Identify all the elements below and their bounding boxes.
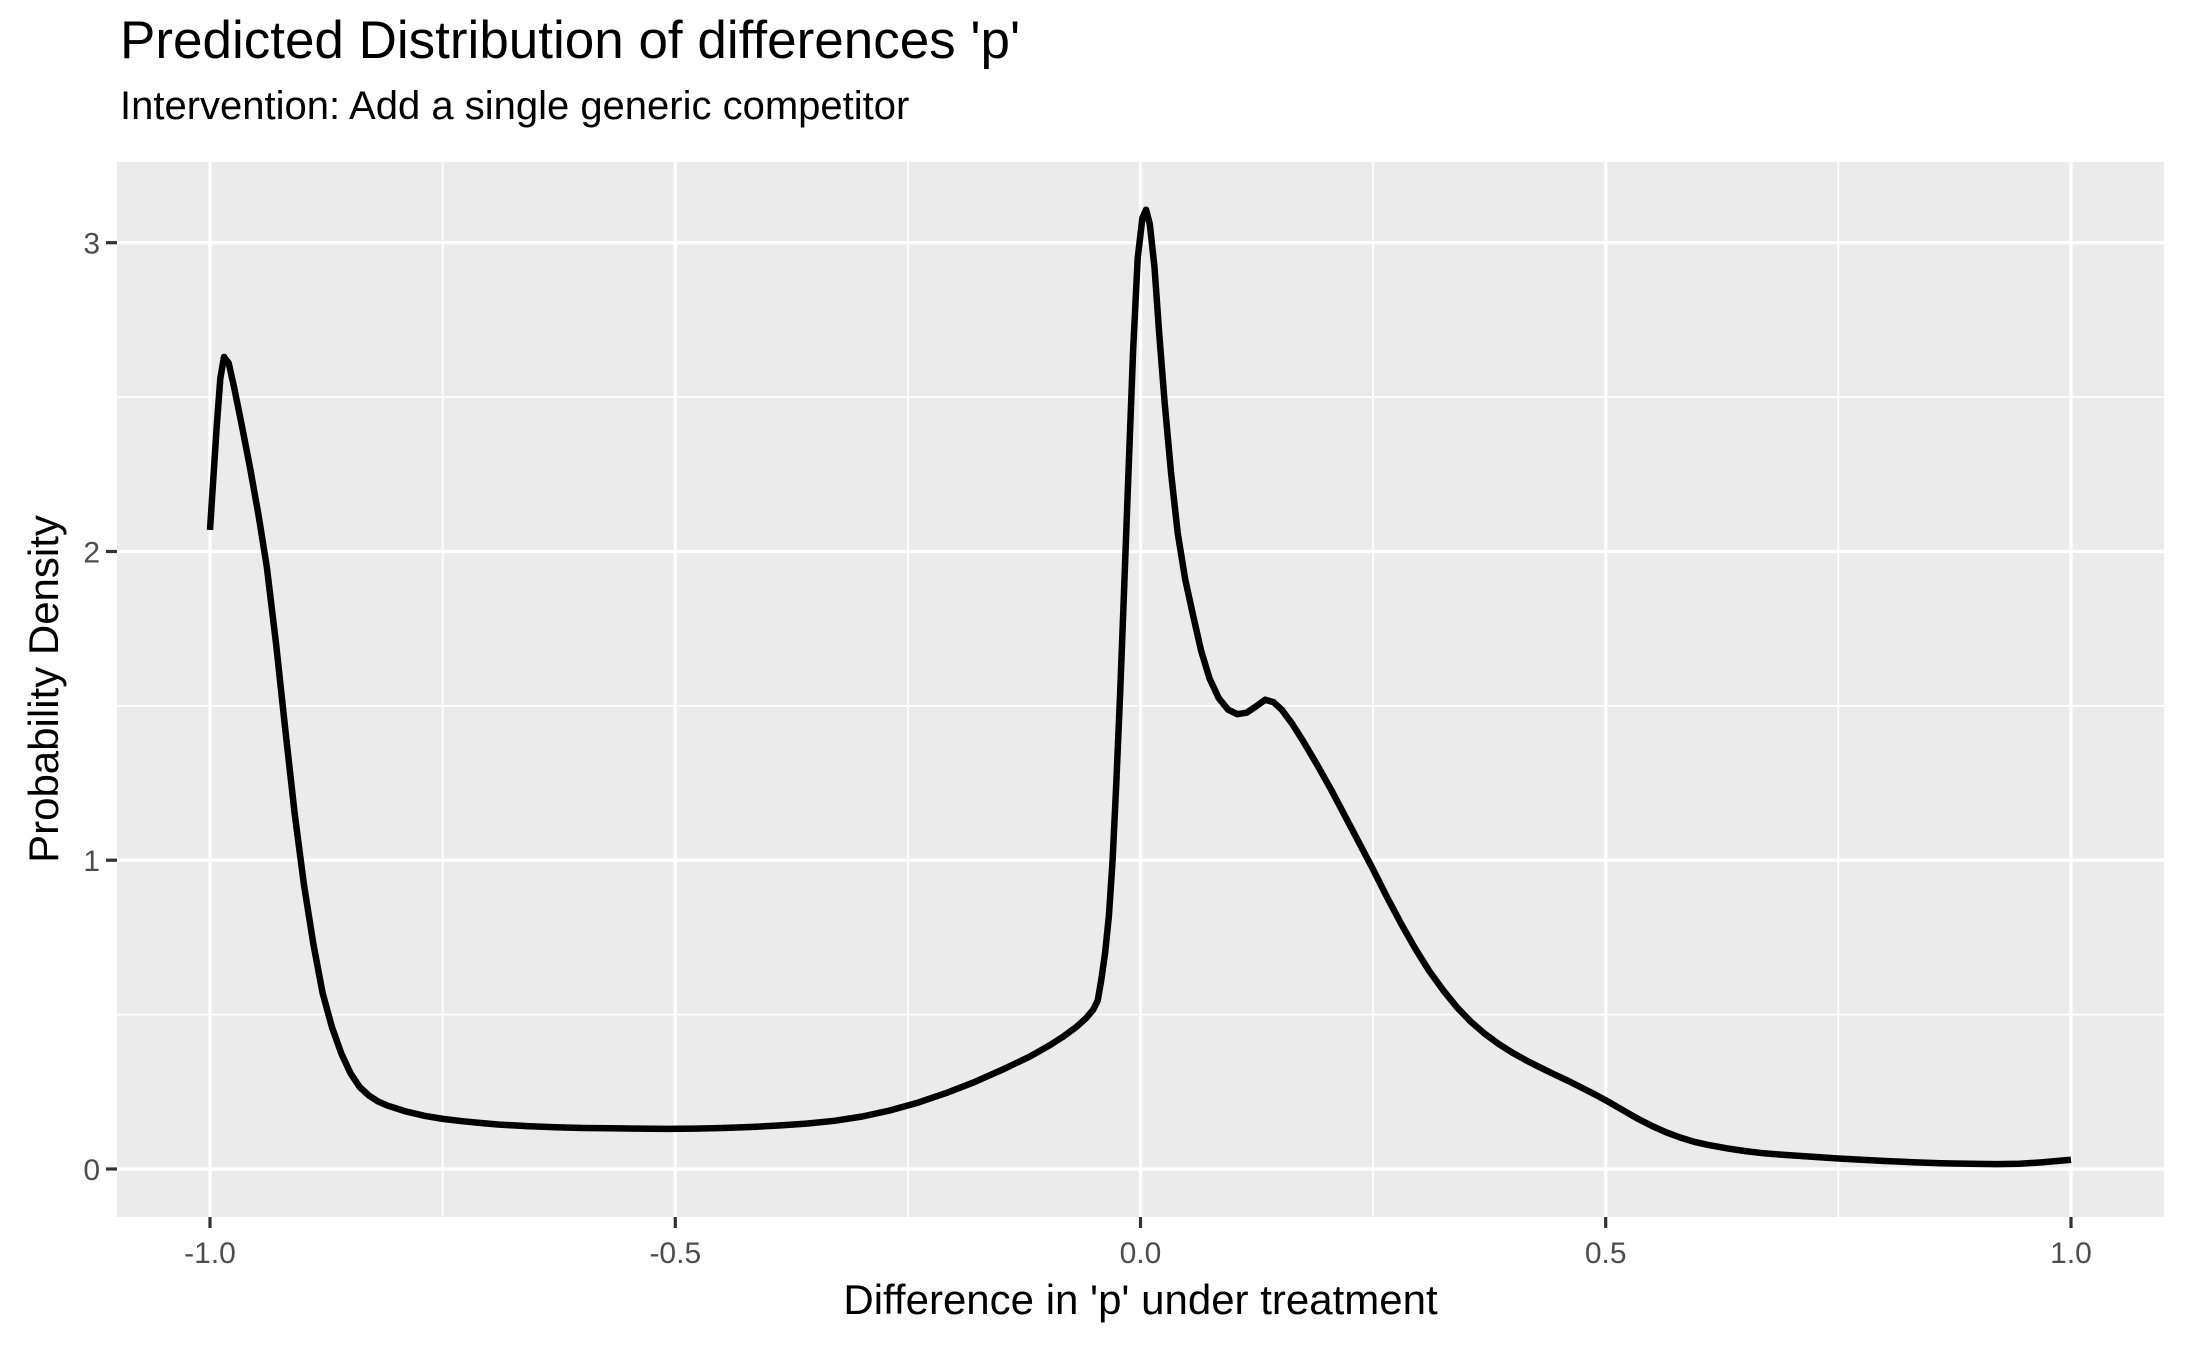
y-tick-label: 2 bbox=[83, 537, 100, 570]
plot-title: Predicted Distribution of differences 'p… bbox=[120, 11, 1021, 70]
y-axis-title: Probability Density bbox=[20, 515, 67, 863]
x-tick-label: 1.0 bbox=[2050, 1237, 2092, 1270]
x-tick-label: -1.0 bbox=[184, 1237, 236, 1270]
plot-subtitle: Intervention: Add a single generic compe… bbox=[120, 84, 910, 128]
density-curve bbox=[206, 206, 2072, 1168]
y-tick-label: 0 bbox=[83, 1154, 100, 1187]
x-axis-title: Difference in 'p' under treatment bbox=[843, 1276, 1438, 1323]
x-tick-label: 0.5 bbox=[1585, 1237, 1627, 1270]
y-tick-label: 3 bbox=[83, 228, 100, 261]
y-tick-label: 1 bbox=[83, 845, 100, 878]
x-tick-label: -0.5 bbox=[649, 1237, 701, 1270]
x-tick-label: 0.0 bbox=[1120, 1237, 1162, 1270]
